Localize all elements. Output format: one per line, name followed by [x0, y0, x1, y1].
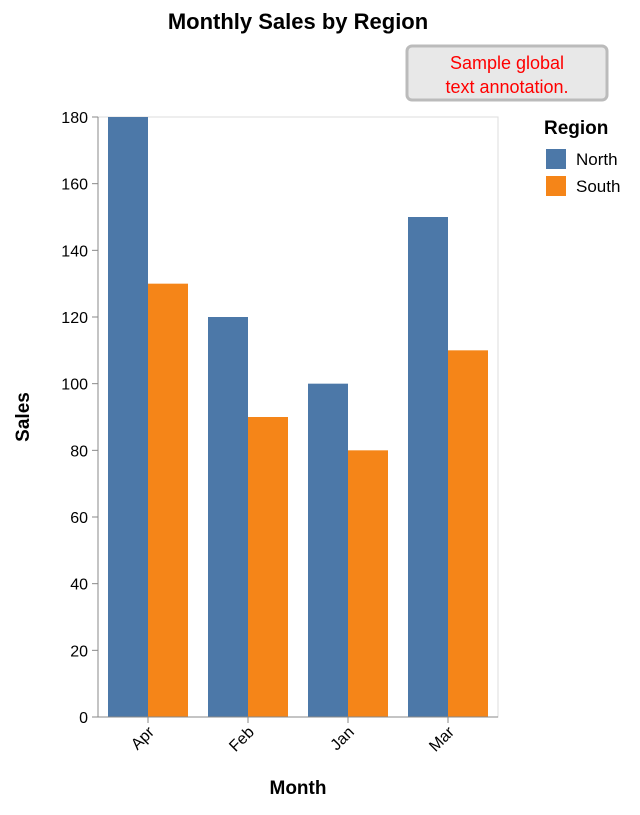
y-axis: 0 20 40 60 80 100 120 140 160 180: [61, 110, 99, 727]
bar-north-mar: [408, 217, 448, 717]
x-tick-label-feb: Feb: [226, 724, 258, 756]
legend-title: Region: [544, 118, 608, 139]
y-tick-label: 0: [79, 710, 88, 727]
legend-swatch-south: [546, 176, 566, 196]
annotation-line-2: text annotation.: [445, 77, 568, 97]
y-tick-label: 20: [70, 643, 88, 660]
bar-north-jan: [308, 383, 348, 717]
bar-south-feb: [248, 417, 288, 717]
y-tick-label: 80: [70, 443, 88, 460]
bar-north-feb: [208, 317, 248, 717]
legend-swatch-north: [546, 149, 566, 169]
annotation-box-background: [405, 44, 609, 102]
annotation-box: Sample global text annotation.: [405, 44, 609, 102]
legend: Region North South: [544, 118, 620, 196]
x-axis: Apr Feb Jan Mar: [98, 716, 498, 756]
y-axis-title: Sales: [13, 392, 34, 442]
x-tick-label-mar: Mar: [426, 723, 458, 755]
annotation-line-1: Sample global: [450, 53, 564, 73]
x-axis-title: Month: [270, 778, 327, 799]
x-tick-label-apr: Apr: [128, 723, 158, 753]
bar-south-jan: [348, 450, 388, 717]
y-tick-label: 60: [70, 510, 88, 527]
y-tick-label: 180: [61, 110, 88, 127]
chart-title: Monthly Sales by Region: [168, 9, 428, 34]
bars-layer: [108, 117, 488, 717]
y-tick-label: 100: [61, 377, 88, 394]
y-tick-label: 140: [61, 243, 88, 260]
y-tick-label: 120: [61, 310, 88, 327]
bar-north-apr: [108, 117, 148, 717]
bar-south-mar: [448, 350, 488, 717]
y-tick-label: 160: [61, 177, 88, 194]
y-tick-label: 40: [70, 577, 88, 594]
legend-label-south: South: [576, 177, 620, 196]
bar-south-apr: [148, 283, 188, 717]
legend-label-north: North: [576, 150, 618, 169]
x-tick-label-jan: Jan: [328, 724, 358, 754]
